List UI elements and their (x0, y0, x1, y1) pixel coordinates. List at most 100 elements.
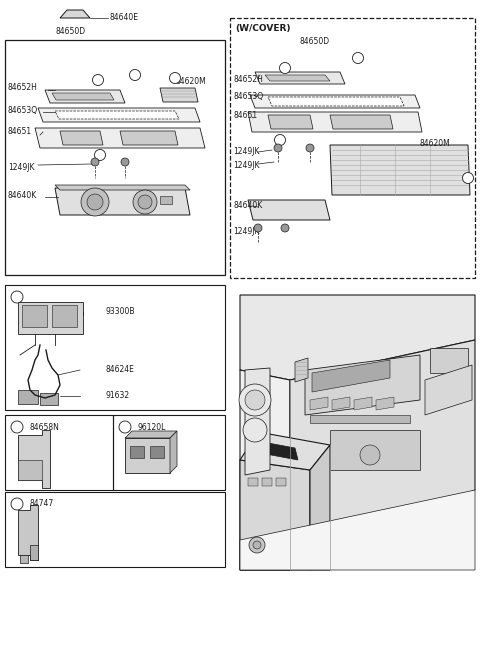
Polygon shape (55, 188, 190, 215)
Circle shape (352, 52, 363, 64)
Circle shape (93, 75, 104, 86)
Text: a: a (96, 77, 100, 83)
Circle shape (249, 537, 265, 553)
Polygon shape (170, 431, 177, 473)
Text: 84650D: 84650D (55, 28, 85, 37)
Polygon shape (268, 97, 404, 106)
Polygon shape (55, 111, 179, 119)
Bar (310, 415, 410, 423)
Polygon shape (35, 128, 205, 148)
Polygon shape (30, 545, 38, 560)
Bar (130, 446, 144, 458)
Text: 1249JK: 1249JK (233, 160, 260, 170)
Circle shape (11, 498, 23, 510)
Polygon shape (120, 131, 178, 145)
Polygon shape (160, 88, 198, 102)
Text: c: c (173, 75, 177, 81)
Bar (18, 302, 83, 334)
Text: 1249JK: 1249JK (8, 164, 35, 172)
Text: 91632: 91632 (105, 392, 129, 400)
Polygon shape (255, 72, 345, 84)
Polygon shape (45, 90, 125, 103)
Text: 93300B: 93300B (105, 307, 134, 316)
Text: 1249JK: 1249JK (233, 147, 260, 157)
Circle shape (121, 158, 129, 166)
Circle shape (243, 418, 267, 442)
Polygon shape (330, 145, 470, 195)
Text: 84652H: 84652H (8, 83, 38, 92)
Polygon shape (125, 431, 177, 438)
Text: b: b (356, 55, 360, 61)
Circle shape (81, 188, 109, 216)
Polygon shape (312, 360, 390, 392)
Text: (W/COVER): (W/COVER) (235, 24, 290, 33)
Text: d: d (14, 500, 19, 508)
Polygon shape (60, 131, 103, 145)
Circle shape (95, 149, 106, 160)
Text: 84640K: 84640K (233, 200, 262, 210)
Polygon shape (60, 10, 90, 18)
Bar (5, 492, 225, 567)
Text: b: b (14, 422, 19, 432)
Circle shape (274, 144, 282, 152)
Circle shape (253, 541, 261, 549)
Polygon shape (265, 75, 330, 81)
Bar (262, 478, 272, 486)
Text: d: d (278, 137, 282, 143)
Circle shape (360, 445, 380, 465)
Text: a: a (283, 65, 287, 71)
Polygon shape (18, 430, 50, 488)
Circle shape (239, 384, 271, 416)
Circle shape (119, 421, 131, 433)
Circle shape (281, 224, 289, 232)
Bar (5, 40, 225, 275)
Text: 84652H: 84652H (233, 75, 263, 84)
Polygon shape (290, 340, 475, 570)
Text: 84653Q: 84653Q (233, 92, 263, 100)
Polygon shape (332, 397, 350, 410)
Text: b: b (133, 72, 137, 78)
Polygon shape (38, 108, 200, 122)
Bar (248, 478, 258, 486)
Bar (230, 18, 475, 278)
Circle shape (306, 144, 314, 152)
Circle shape (279, 62, 290, 73)
Text: 84658N: 84658N (30, 422, 60, 432)
Bar (40, 393, 58, 405)
Bar (330, 430, 420, 470)
Polygon shape (248, 112, 422, 132)
Bar (150, 446, 164, 458)
Polygon shape (245, 368, 270, 475)
Polygon shape (330, 115, 393, 129)
Polygon shape (425, 365, 472, 415)
Bar (430, 348, 468, 373)
Text: 84653Q: 84653Q (8, 105, 38, 115)
Bar (5, 285, 225, 410)
Polygon shape (240, 295, 475, 380)
Text: 84651: 84651 (8, 128, 32, 136)
Text: 1249JK: 1249JK (233, 227, 260, 236)
Polygon shape (250, 95, 420, 108)
Polygon shape (252, 440, 298, 460)
Bar (18, 460, 42, 480)
Polygon shape (310, 445, 330, 570)
Bar (18, 390, 38, 404)
Polygon shape (354, 397, 372, 410)
Polygon shape (305, 355, 420, 415)
Circle shape (275, 134, 286, 145)
Text: d: d (98, 152, 102, 158)
Text: 84640E: 84640E (109, 14, 138, 22)
Bar (125, 438, 170, 473)
Text: 84747: 84747 (30, 500, 54, 508)
Bar (52, 305, 77, 327)
Circle shape (87, 194, 103, 210)
Bar (160, 196, 172, 204)
Bar (113, 415, 225, 490)
Polygon shape (240, 370, 290, 570)
Text: c: c (466, 175, 470, 181)
Text: 84620M: 84620M (420, 138, 451, 147)
Polygon shape (248, 200, 330, 220)
Polygon shape (55, 185, 190, 190)
Polygon shape (268, 115, 313, 129)
Circle shape (130, 69, 141, 81)
